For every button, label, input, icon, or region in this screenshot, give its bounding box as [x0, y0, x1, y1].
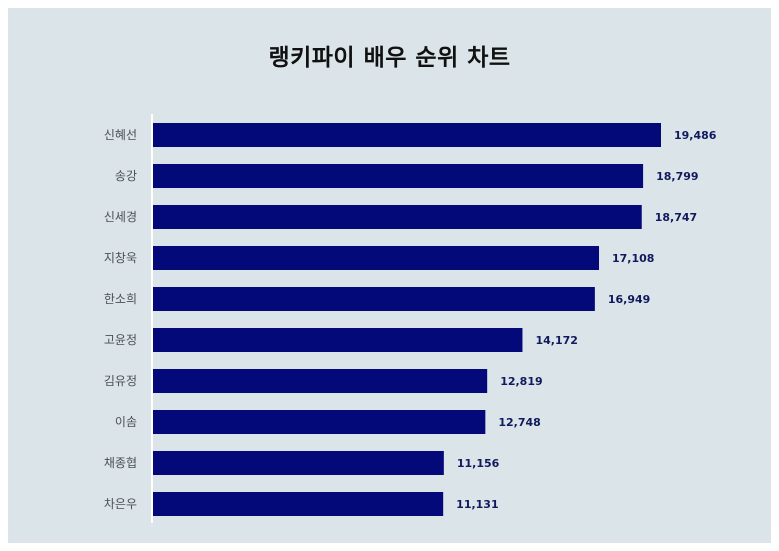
category-label: 송강: [115, 169, 137, 183]
value-label: 11,156: [457, 457, 500, 470]
category-label: 김유정: [104, 374, 137, 388]
bar: [153, 287, 595, 311]
value-label: 16,949: [608, 293, 650, 306]
bars-layer: 신혜선 19,486 송강 18,799 신세경 18,747 지창욱 17,108 한소희 16…: [104, 123, 717, 516]
category-label: 신혜선: [104, 128, 137, 142]
bar: [153, 410, 486, 434]
bar: [153, 205, 642, 229]
chart-title: 랭키파이 배우 순위 차트: [268, 45, 511, 71]
category-label: 채종협: [104, 456, 137, 470]
category-label: 신세경: [104, 210, 137, 224]
value-label: 12,819: [500, 375, 542, 388]
bar: [153, 451, 444, 475]
bar: [153, 123, 661, 147]
bar: [153, 164, 644, 188]
category-label: 차은우: [104, 497, 137, 511]
category-label: 이솜: [115, 415, 137, 429]
category-label: 지창욱: [104, 251, 137, 265]
bar: [153, 328, 523, 352]
value-label: 14,172: [535, 334, 577, 347]
bar: [153, 369, 488, 393]
value-label: 19,486: [674, 129, 717, 142]
bar: [153, 492, 444, 516]
category-label: 한소희: [104, 292, 137, 306]
value-label: 12,748: [498, 416, 540, 429]
value-label: 18,799: [656, 170, 698, 183]
value-label: 18,747: [655, 211, 697, 224]
bar: [153, 246, 600, 270]
value-label: 17,108: [612, 252, 654, 265]
value-label: 11,131: [456, 498, 498, 511]
category-label: 고윤정: [104, 333, 137, 347]
